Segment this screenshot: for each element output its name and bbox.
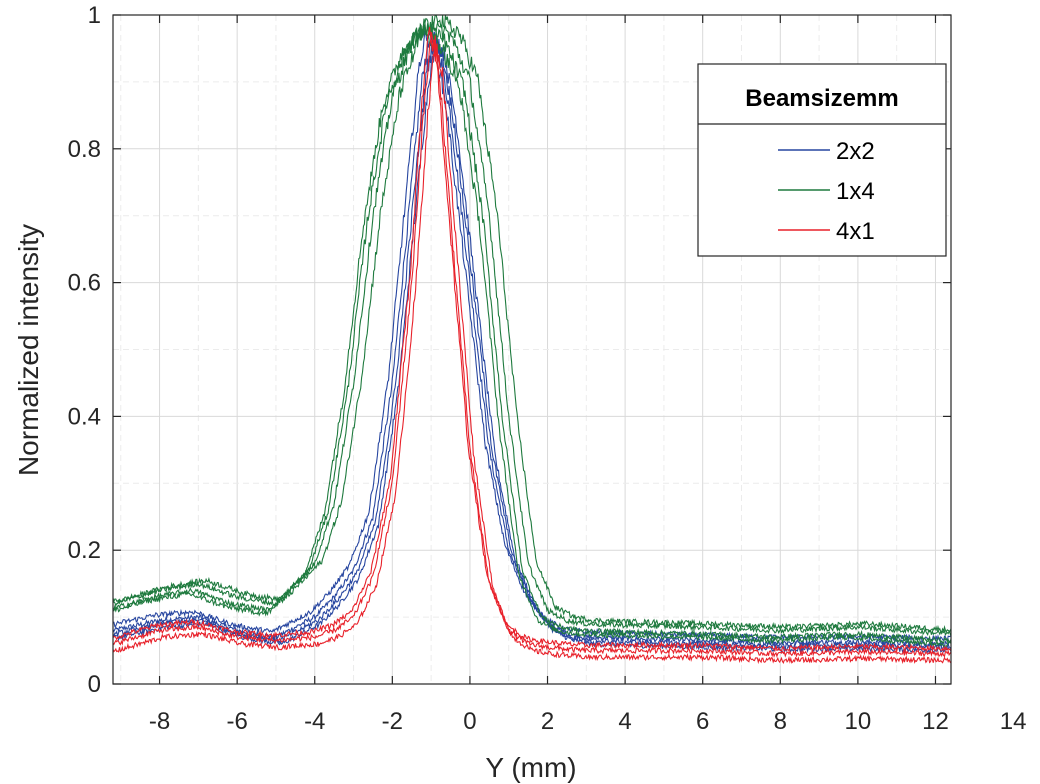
legend-label-4x1: 4x1	[836, 218, 875, 245]
y-tick-label: 0.2	[68, 537, 101, 564]
axes-box	[112, 14, 952, 685]
tick-labels: -8 -6 -4 -2 0 2 4 6 8 10 12 14 0 0.2 0.4 0.6 0.8 1	[68, 2, 1027, 735]
legend-entries: 2x2 1x4 4x1	[778, 138, 875, 245]
series-line-1x4-2	[112, 21, 952, 644]
x-tick-label: 12	[922, 708, 949, 735]
legend-label-2x2: 2x2	[836, 138, 875, 165]
y-tick-label: 1	[88, 2, 101, 29]
legend-title: Beamsizemm	[745, 85, 898, 112]
y-tick-label: 0.4	[68, 403, 101, 430]
series-line-2x2-4	[112, 34, 952, 652]
x-axis-label: Y (mm)	[485, 752, 576, 783]
y-tick-label: 0	[88, 671, 101, 698]
y-axis-label: Normalized intensity	[13, 224, 44, 476]
x-tick-label: -4	[304, 708, 325, 735]
series-4x1	[112, 26, 952, 665]
y-tick-label: 0.8	[68, 136, 101, 163]
x-tick-label: -2	[382, 708, 403, 735]
series-line-1x4-3	[112, 14, 952, 633]
series-line-4x1-2	[112, 35, 952, 665]
legend: Beamsizemm 2x2 1x4 4x1	[697, 63, 947, 257]
x-tick-label: -8	[149, 708, 170, 735]
legend-box	[697, 63, 947, 257]
x-tick-label: -6	[226, 708, 247, 735]
x-tick-label: 10	[845, 708, 872, 735]
x-tick-label: 14	[1000, 708, 1027, 735]
axes-layer	[112, 14, 952, 685]
series-layer	[112, 14, 952, 665]
x-tick-label: 4	[618, 708, 631, 735]
series-line-4x1-3	[112, 26, 952, 653]
series-line-1x4-4	[112, 26, 952, 647]
series-1x4	[112, 14, 952, 647]
x-tick-label: 0	[463, 708, 476, 735]
legend-label-1x4: 1x4	[836, 178, 875, 205]
x-tick-label: 6	[696, 708, 709, 735]
x-tick-label: 8	[774, 708, 787, 735]
x-tick-label: 2	[541, 708, 554, 735]
y-tick-label: 0.6	[68, 270, 101, 297]
series-line-4x1-1	[112, 31, 952, 659]
